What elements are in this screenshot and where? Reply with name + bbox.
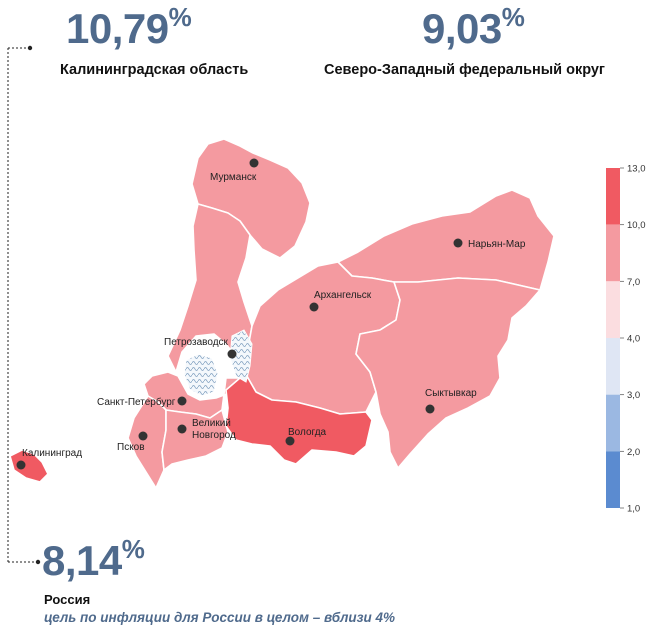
headline-bottom-number: 8,14 (42, 537, 122, 584)
legend-bin-5 (606, 451, 620, 508)
city-label-naryan-mar: Нарьян-Мар (468, 239, 526, 250)
connector-dot-top (27, 45, 33, 51)
legend-bin-1 (606, 224, 620, 282)
legend-tick-label-1: 10,0 (627, 220, 646, 231)
headline-right-label: Северо-Западный федеральный округ (324, 62, 605, 78)
legend-bin-0 (606, 168, 620, 225)
city-dot-kaliningrad (16, 460, 26, 470)
city-dot-vologda (285, 436, 295, 446)
city-dot-veliky-novgorod (177, 424, 187, 434)
city-label-spb: Санкт-Петербург (97, 396, 176, 408)
headline-left-value: 10,79% (66, 4, 192, 52)
city-label-murmansk: Мурманск (210, 172, 257, 183)
city-label-veliky: Великий (192, 418, 231, 429)
headline-left-unit: % (168, 2, 192, 32)
region-kaliningrad (9, 449, 49, 483)
city-dot-spb (177, 396, 187, 406)
city-dot-petrozavodsk (227, 349, 237, 359)
legend-tick-label-6: 1,0 (627, 504, 640, 515)
legend-tick-label-3: 4,0 (627, 334, 640, 345)
headline-right-value: 9,03% (422, 4, 525, 52)
headline-bottom-value: 8,14% (42, 536, 145, 584)
legend-tick-label-0: 13,0 (627, 164, 646, 175)
city-dot-pskov (138, 431, 148, 441)
city-label-kaliningrad: Калининград (22, 448, 82, 459)
headline-bottom-label: Россия (44, 592, 91, 607)
color-scale-legend: 13,0 10,0 7,0 4,0 3,0 2,0 1,0 (606, 164, 646, 515)
legend-bin-3 (606, 338, 620, 395)
headline-left-label: Калининградская область (60, 62, 249, 78)
legend-tick-label-2: 7,0 (627, 277, 640, 288)
lake-onega (229, 329, 253, 383)
city-dot-naryan-mar (453, 238, 463, 248)
legend-bin-2 (606, 281, 620, 338)
city-label-petrozavodsk: Петрозаводск (164, 337, 229, 348)
headline-right-unit: % (501, 2, 525, 32)
city-label-vologda: Вологда (288, 427, 327, 438)
regions (9, 138, 555, 489)
city-label-arkhangelsk: Архангельск (314, 290, 372, 301)
city-dot-syktyvkar (425, 404, 435, 414)
region-karelia (167, 203, 253, 373)
city-dot-arkhangelsk (309, 302, 319, 312)
headline-bottom-unit: % (121, 534, 145, 564)
legend-bin-4 (606, 394, 620, 452)
city-label-pskov: Псков (117, 442, 145, 453)
headline-left-number: 10,79 (66, 5, 169, 52)
headline-right-number: 9,03 (422, 5, 502, 52)
legend-tick-label-4: 3,0 (627, 390, 640, 401)
region-vologda (225, 377, 373, 465)
lakes (183, 329, 253, 397)
connector-bracket (7, 47, 36, 563)
city-markers: Мурманск Нарьян-Мар Архангельск Петрозав… (16, 158, 526, 470)
connector-dot-bottom (35, 559, 41, 565)
city-dot-murmansk (249, 158, 259, 168)
lake-ladoga (183, 353, 219, 397)
city-label-syktyvkar: Сыктывкар (425, 388, 477, 399)
legend-tick-label-5: 2,0 (627, 447, 640, 458)
region-novgorod (161, 409, 229, 471)
inflation-target-note: цель по инфляции для России в целом – вб… (44, 610, 396, 625)
city-label-novgorod: Новгород (192, 430, 236, 441)
region-pskov (127, 395, 167, 489)
region-komi (355, 277, 541, 469)
